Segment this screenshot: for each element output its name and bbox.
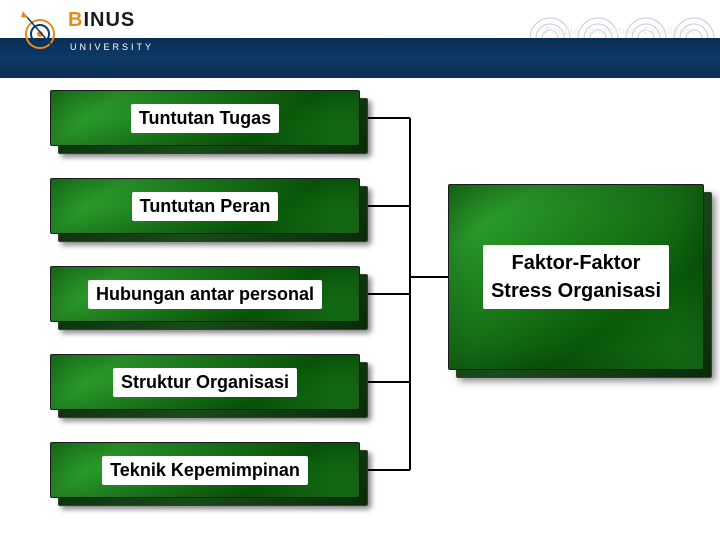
result-label-line2: Stress Organisasi [491, 277, 661, 305]
box-label: Hubungan antar personal [88, 280, 322, 309]
box-label: Tuntutan Tugas [131, 104, 279, 133]
diagram-canvas: Tuntutan Tugas Tuntutan Peran Hubungan a… [0, 78, 720, 540]
logo-brand-rest: INUS [83, 9, 135, 31]
logo-icon [18, 8, 62, 52]
result-label-line1: Faktor-Faktor [491, 249, 661, 277]
tagline: People. Innovation. Excellence. [545, 26, 700, 37]
header: BINUS UNIVERSITY People. Innovation. Exc… [0, 0, 720, 78]
result-box: Faktor-Faktor Stress Organisasi [448, 184, 704, 370]
logo-brand-accent: B [68, 9, 83, 31]
logo-brand: BINUS [68, 9, 154, 32]
logo-university-label: UNIVERSITY [70, 42, 154, 52]
logo-text: BINUS UNIVERSITY [68, 9, 154, 52]
result-label: Faktor-Faktor Stress Organisasi [483, 245, 669, 309]
box-tuntutan-peran: Tuntutan Peran [50, 178, 360, 234]
box-label: Struktur Organisasi [113, 368, 297, 397]
box-tuntutan-tugas: Tuntutan Tugas [50, 90, 360, 146]
box-struktur-organisasi: Struktur Organisasi [50, 354, 360, 410]
box-teknik-kepemimpinan: Teknik Kepemimpinan [50, 442, 360, 498]
box-label: Tuntutan Peran [132, 192, 279, 221]
box-label: Teknik Kepemimpinan [102, 456, 308, 485]
box-hubungan-antar-personal: Hubungan antar personal [50, 266, 360, 322]
logo: BINUS UNIVERSITY [18, 8, 154, 52]
